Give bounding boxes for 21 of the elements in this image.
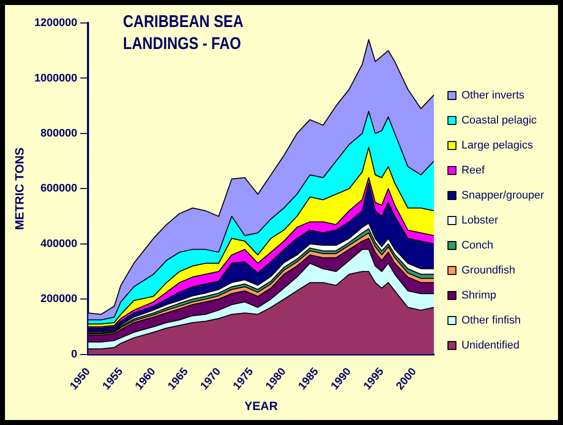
y-tick-label: 0	[71, 348, 78, 360]
y-tick-label: 400000	[40, 238, 78, 250]
y-axis-title: METRIC TONS	[12, 147, 27, 230]
y-tick-label: 200000	[40, 293, 78, 306]
legend-label: Lobster	[461, 214, 498, 227]
legend-label: Coastal pelagic	[461, 114, 538, 127]
legend-label: Large pelagics	[461, 140, 534, 152]
legend-label: Other finfish	[461, 314, 521, 327]
y-tick-label: 1200000	[34, 17, 78, 30]
legend-label: Unidentified	[461, 340, 520, 352]
y-tick-label: 1000000	[34, 72, 78, 84]
y-tick-label: 800000	[40, 127, 78, 140]
legend-label: Snapper/grouper	[461, 190, 544, 202]
legend-label: Other inverts	[461, 90, 525, 102]
y-tick-label: 600000	[40, 182, 78, 195]
legend-label: Reef	[461, 164, 486, 177]
chart-title: CARIBBEAN SEA LANDINGS - FAO	[123, 11, 244, 55]
x-axis-title: YEAR	[244, 399, 278, 414]
legend-label: Shrimp	[461, 290, 496, 302]
legend-label: Groundfish	[461, 264, 516, 277]
legend-label: Conch	[461, 240, 494, 252]
